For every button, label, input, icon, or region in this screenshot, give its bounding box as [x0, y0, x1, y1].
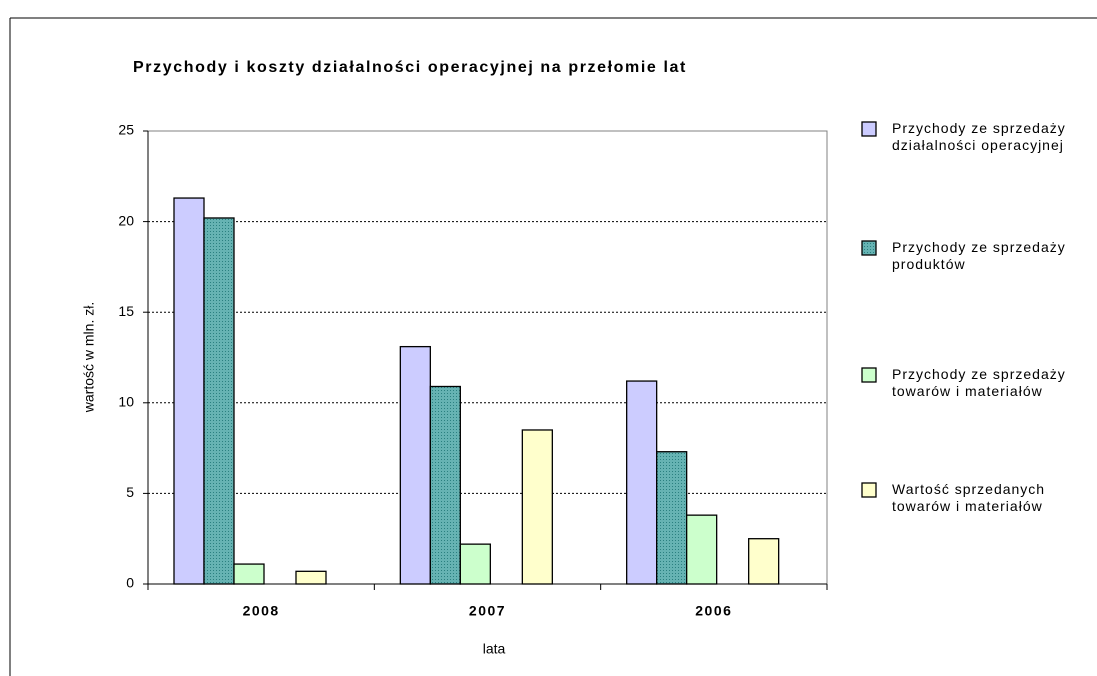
- legend-swatch: [861, 121, 877, 137]
- plot-area: [147, 130, 828, 585]
- bar: [686, 514, 718, 585]
- bar: [429, 385, 461, 585]
- legend-label: Przychody ze sprzedaży produktów: [892, 239, 1066, 272]
- x-axis-label: lata: [483, 641, 506, 657]
- chart-title: Przychody i koszty działalności operacyj…: [133, 59, 687, 76]
- legend-swatch: [861, 367, 877, 383]
- bar: [521, 429, 553, 585]
- y-tick-label: 15: [118, 303, 134, 319]
- legend-label: Wartość sprzedanych towarów i materiałów: [892, 481, 1046, 514]
- bar: [233, 563, 265, 585]
- bar: [203, 217, 235, 585]
- bar: [295, 570, 327, 585]
- bar: [399, 345, 431, 585]
- y-tick-label: 20: [118, 212, 134, 228]
- x-tick-label: 2007: [469, 603, 506, 619]
- y-tick-label: 5: [126, 484, 134, 500]
- y-tick-label: 10: [118, 394, 134, 410]
- x-tick-label: 2006: [695, 603, 732, 619]
- legend-label: Przychody ze sprzedaży działalności oper…: [892, 120, 1066, 153]
- x-tick-label: 2008: [243, 603, 280, 619]
- legend-label: Przychody ze sprzedaży towarów i materia…: [892, 366, 1066, 399]
- y-axis-label: wartość w mln. zł.: [81, 302, 97, 413]
- bar: [173, 197, 205, 585]
- bar: [748, 538, 780, 585]
- bar: [656, 451, 688, 585]
- bar: [626, 380, 658, 585]
- y-tick-label: 25: [118, 122, 134, 138]
- y-tick-label: 0: [126, 575, 134, 591]
- legend-swatch: [861, 240, 877, 256]
- legend-swatch: [861, 482, 877, 498]
- bar: [459, 543, 491, 585]
